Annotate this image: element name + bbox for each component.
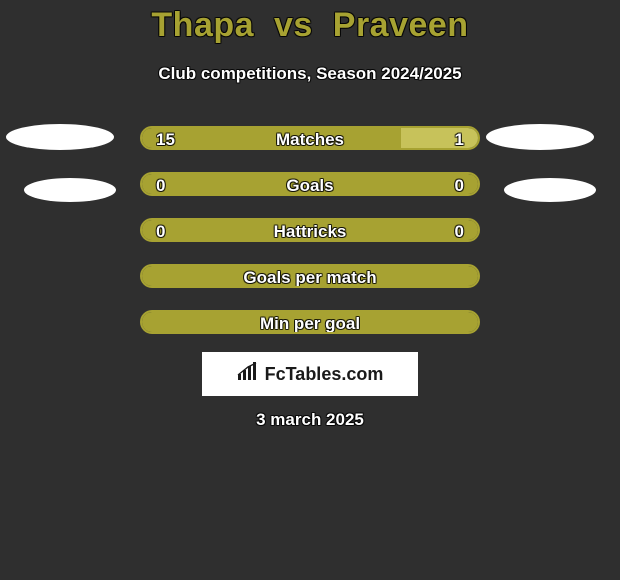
subtitle: Club competitions, Season 2024/2025 [0, 64, 620, 84]
stat-row-goals: 0 0 Goals [0, 172, 620, 198]
player1-name: Thapa [151, 6, 254, 44]
brand-box: FcTables.com [202, 352, 418, 396]
stat-row-min-per-goal: Min per goal [0, 310, 620, 336]
comparison-infographic: Thapa vs Praveen Club competitions, Seas… [0, 0, 620, 580]
stat-bar: Goals per match [140, 264, 480, 288]
stat-label: Goals [142, 174, 478, 196]
stat-row-goals-per-match: Goals per match [0, 264, 620, 290]
stat-label: Hattricks [142, 220, 478, 242]
player2-name: Praveen [333, 6, 469, 44]
stat-label: Min per goal [142, 312, 478, 334]
date-text: 3 march 2025 [0, 410, 620, 430]
stat-label: Matches [142, 128, 478, 150]
bar-chart-icon [237, 362, 259, 387]
brand-text: FcTables.com [265, 364, 384, 385]
page-title: Thapa vs Praveen [0, 6, 620, 45]
stat-bar: 0 0 Goals [140, 172, 480, 196]
stat-bar: 15 1 Matches [140, 126, 480, 150]
stat-bar: 0 0 Hattricks [140, 218, 480, 242]
stat-row-hattricks: 0 0 Hattricks [0, 218, 620, 244]
stat-bar: Min per goal [140, 310, 480, 334]
stat-label: Goals per match [142, 266, 478, 288]
stat-row-matches: 15 1 Matches [0, 126, 620, 152]
title-vs: vs [274, 6, 313, 44]
